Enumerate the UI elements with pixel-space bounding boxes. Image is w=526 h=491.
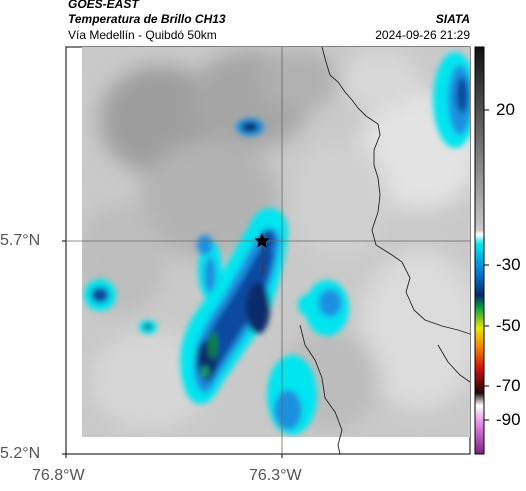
colorbar-label: -70 xyxy=(496,376,521,395)
colorbar xyxy=(474,46,485,455)
star-icon xyxy=(254,233,270,248)
colorbar-label: -50 xyxy=(496,316,521,335)
colorbar-label: -30 xyxy=(496,255,521,274)
route-line xyxy=(261,239,264,276)
datetime-label: 2024-09-26 21:29 xyxy=(375,28,470,42)
satellite-image xyxy=(82,47,470,437)
colorbar-ticks xyxy=(484,109,489,421)
boundary-line-south xyxy=(299,324,343,455)
lon-label-76-8: 76.8°W xyxy=(32,467,85,484)
route-subtitle: Vía Medellín - Quibdó 50km xyxy=(68,28,217,42)
lat-label-5-2: 5.2°N xyxy=(0,445,41,462)
org-label: SIATA xyxy=(435,12,470,26)
colorbar-label: 20 xyxy=(496,100,515,119)
lon-label-76-3: 76.3°W xyxy=(249,467,302,484)
satellite-title: GOES-EAST xyxy=(68,0,139,11)
product-title: Temperatura de Brillo CH13 xyxy=(68,12,226,26)
lat-label-5-7: 5.7°N xyxy=(0,232,41,249)
boundary-line xyxy=(321,46,471,335)
colorbar-label: -90 xyxy=(496,410,521,429)
boundary-line-east xyxy=(437,344,471,383)
